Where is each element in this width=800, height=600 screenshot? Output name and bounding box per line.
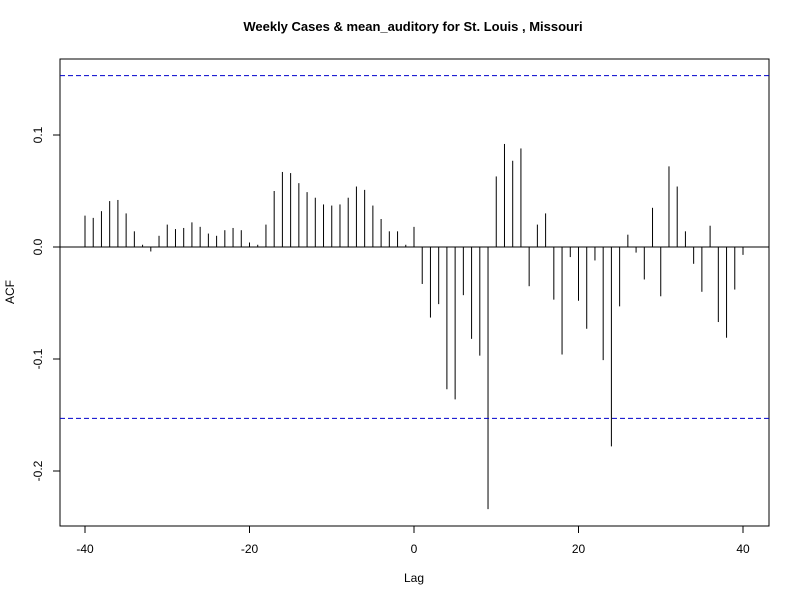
bars-group <box>84 143 744 510</box>
x-tick-label: 20 <box>572 542 586 556</box>
y-tick-label: 0.1 <box>31 126 45 143</box>
x-axis: -40 -20 0 20 40 <box>76 526 750 556</box>
y-axis: -0.2 -0.1 0.0 0.1 <box>31 126 60 481</box>
y-tick-label: 0.0 <box>31 238 45 255</box>
y-axis-label: ACF <box>3 280 17 304</box>
x-tick-label: -20 <box>241 542 259 556</box>
x-tick-label: -40 <box>76 542 94 556</box>
y-tick-label: -0.2 <box>31 460 45 481</box>
x-axis-label: Lag <box>404 571 424 585</box>
y-tick-label: -0.1 <box>31 348 45 369</box>
x-tick-label: 40 <box>736 542 750 556</box>
x-tick-label: 0 <box>411 542 418 556</box>
confidence-bounds-group <box>60 75 769 419</box>
chart-title: Weekly Cases & mean_auditory for St. Lou… <box>243 19 582 34</box>
plot-frame <box>59 58 770 527</box>
